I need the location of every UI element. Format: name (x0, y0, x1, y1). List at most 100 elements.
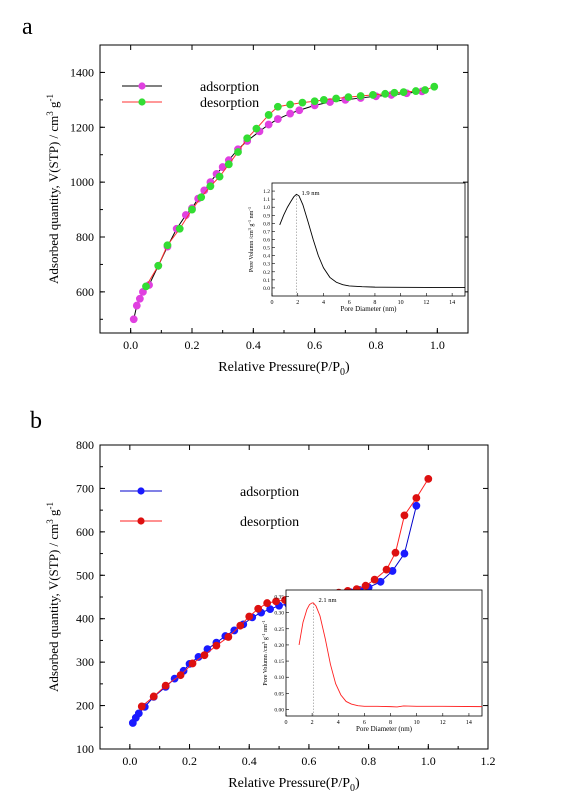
data-point-0 (295, 106, 304, 115)
inset-y-axis-label-mid: nm (263, 624, 269, 634)
data-point-1 (382, 565, 391, 574)
inset-x-tick-label: 2 (296, 300, 299, 306)
data-point-1 (197, 193, 206, 202)
inset-x-axis-label: Pore Diameter (nm) (356, 725, 413, 733)
inset-x-axis-label: Pore Diameter (nm) (341, 305, 398, 313)
data-point-1 (161, 681, 170, 690)
y-tick-label: 1400 (70, 65, 94, 79)
inset-y-axis-label: Pore Volumn /cm3 g-1 nm-1 (247, 207, 255, 272)
data-point-0 (132, 301, 141, 310)
data-point-0 (264, 120, 273, 129)
data-point-1 (254, 604, 263, 613)
legend-label: desorption (240, 515, 299, 530)
inset-x-tick-label: 12 (440, 720, 446, 726)
legend-marker (138, 82, 146, 90)
data-point-1 (175, 224, 184, 233)
inset-y-axis-label-superscript: -1 (247, 220, 252, 224)
x-tick-label: 0.8 (361, 754, 376, 768)
data-point-1 (344, 93, 353, 102)
data-point-1 (399, 88, 408, 97)
data-point-1 (264, 111, 273, 119)
data-point-1 (412, 494, 421, 502)
x-tick-label: 0.4 (242, 754, 257, 768)
data-point-1 (356, 92, 365, 100)
data-point-0 (266, 605, 275, 614)
inset-x-tick-label: 10 (414, 720, 420, 726)
inset-y-axis-label-mid: g (249, 224, 255, 229)
data-point-0 (400, 549, 409, 558)
inset-x-tick-label: 0 (285, 720, 288, 726)
inset-y-axis-label-superscript: -1 (261, 633, 266, 637)
data-point-1 (272, 597, 280, 606)
inset-y-tick-label: 0.7 (263, 229, 270, 235)
chart-panel-a: a0.0 0.2 0.4 0.6 0.8 1.0600800100012001400Rel… (22, 14, 469, 378)
data-point-1 (137, 702, 146, 711)
inset-x-tick-label: 2 (311, 720, 314, 726)
inset-x-tick-label: 8 (373, 300, 376, 306)
inset-y-tick-label: 0.35 (274, 594, 284, 600)
data-point-1 (424, 474, 433, 483)
x-axis-label-main: Relative Pressure(P/P (228, 776, 350, 791)
y-axis-label-superscript: 3 (45, 111, 55, 116)
inset-y-tick-label: 0.20 (274, 643, 284, 649)
data-point-1 (319, 95, 328, 104)
y-tick-label: 400 (76, 612, 94, 626)
data-point-0 (286, 109, 295, 118)
data-point-1 (370, 575, 379, 584)
data-point-0 (230, 626, 239, 635)
inset-y-tick-label: 0.9 (263, 213, 270, 219)
x-tick-label: 0.6 (301, 754, 316, 768)
inset-x-tick-label: 8 (389, 720, 392, 726)
x-tick-label: 0.6 (307, 338, 322, 352)
data-point-1 (163, 241, 172, 250)
data-point-0 (412, 501, 421, 510)
data-point-1 (391, 548, 400, 557)
y-tick-label: 500 (76, 568, 94, 582)
data-point-0 (273, 115, 282, 123)
y-axis-label-main: Adsorbed quantity, V(STP) / cm (46, 116, 61, 284)
data-point-1 (361, 581, 370, 590)
y-axis-label-superscript: -1 (45, 502, 55, 510)
y-axis-label-superscript: 3 (45, 519, 55, 524)
data-point-1 (369, 91, 377, 99)
y-tick-label: 200 (76, 699, 94, 713)
x-axis-label-subscript: 0 (340, 367, 345, 378)
x-axis-label-subscript: 0 (350, 783, 355, 794)
data-point-1 (421, 86, 429, 94)
inset-series-line (279, 193, 466, 288)
legend-marker (138, 98, 146, 106)
y-tick-label: 700 (76, 481, 94, 495)
data-point-1 (263, 599, 272, 607)
data-point-1 (224, 633, 233, 641)
inset-x-tick-label: 4 (337, 720, 340, 726)
data-point-1 (176, 671, 185, 680)
data-point-0 (129, 315, 138, 324)
inset-x-tick-label: 12 (423, 300, 429, 306)
inset-y-tick-label: 0.25 (274, 627, 284, 633)
inset-y-tick-label: 0.4 (263, 254, 270, 260)
legend-label: adsorption (200, 80, 259, 95)
inset-y-axis-label-superscript: 3 (261, 641, 266, 644)
data-point-1 (224, 160, 233, 169)
inset-chart: 0 2 4 6 8 10 12 14 0.0 0.1 0.2 0.3 0.4 0.5 0.6 0.7 0.8 0.… (247, 182, 466, 313)
data-point-1 (243, 134, 252, 143)
inset-x-tick-label: 6 (348, 300, 351, 306)
data-point-1 (332, 94, 341, 103)
legend-label: adsorption (240, 485, 299, 500)
x-axis-label: Relative Pressure(P/P0) (228, 776, 360, 794)
data-point-1 (200, 651, 209, 660)
y-axis-label: Adsorbed quantity, V(STP) / cm3 g-1 (45, 502, 61, 692)
inset-y-tick-label: 0.00 (274, 708, 284, 714)
panel-label: b (30, 408, 42, 434)
inset-y-tick-label: 0.05 (274, 691, 284, 697)
inset-frame (271, 182, 466, 297)
data-point-1 (381, 89, 390, 98)
inset-frame (285, 589, 483, 717)
inset-peak-annotation: 1.9 nm (301, 190, 319, 197)
inset-y-tick-label: 0.15 (274, 659, 284, 665)
data-point-0 (135, 294, 144, 303)
data-point-0 (134, 709, 143, 718)
data-point-1 (154, 261, 163, 270)
inset-x-tick-label: 4 (322, 300, 325, 306)
x-tick-label: 0.2 (185, 338, 200, 352)
